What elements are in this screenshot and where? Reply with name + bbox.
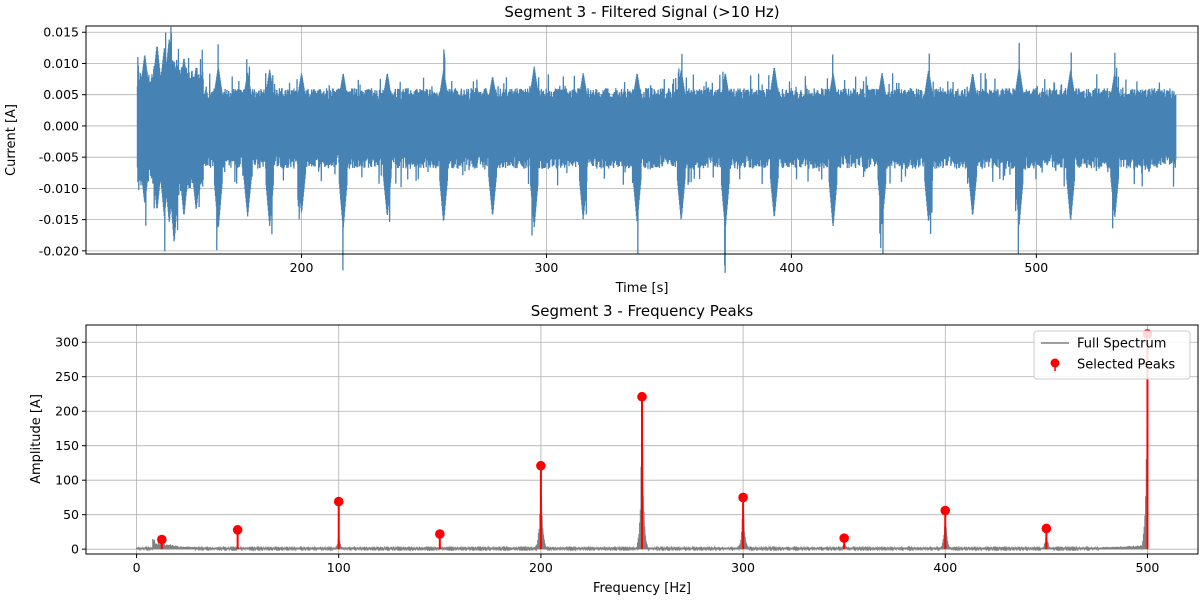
signal-ticks: 200 300 400 500 -0.020 -0.015 -0.010 -0.005 0.00… [39,25,1049,275]
c1-y-tick-label: -0.005 [39,150,79,165]
legend-box [1033,330,1191,380]
spectrum-axes-frame [85,324,1199,555]
signal-chart-title: Segment 3 - Filtered Signal (>10 Hz) [504,3,779,21]
c2-y-tick-label: 0 [71,542,79,557]
c1-x-tick-label: 300 [535,260,559,275]
signal-chart: 200 300 400 500 -0.020 -0.015 -0.010 -0.005 0.00… [4,3,1199,296]
selected-peak-marker [157,534,167,545]
c2-y-tick-label: 200 [55,404,79,419]
c1-x-tick-label: 200 [290,260,314,275]
legend-full-spectrum-label: Full Spectrum [1077,337,1166,352]
c1-y-tick-label: -0.015 [39,212,79,227]
signal-y-axis-label: Current [A] [4,104,19,176]
selected-peak-marker [738,492,748,503]
c1-y-tick-label: 0.010 [43,56,79,71]
c1-y-tick-label: 0.005 [43,87,79,102]
spectrum-y-axis-label: Amplitude [A] [29,394,44,484]
signal-axes-frame [85,25,1199,255]
c2-y-tick-label: 50 [63,507,79,522]
signal-x-axis-label: Time [s] [615,281,669,296]
c1-y-tick-label: -0.020 [39,243,79,258]
c2-x-tick-label: 400 [933,560,957,575]
selected-peak-marker [1041,523,1052,534]
spectrum-x-axis-label: Frequency [Hz] [593,581,691,596]
spectrum-plot [135,329,1153,552]
selected-peak-marker [232,525,243,535]
signal-trace [136,26,1177,273]
selected-peak-marker [637,391,647,402]
spectrum-chart: 0 100 200 300 400 500 0 50 100 150 200 250 300 Segme… [29,302,1199,596]
spectrum-ticks: 0 100 200 300 400 500 0 50 100 150 200 250 300 [55,335,1159,575]
c2-x-tick-label: 0 [133,560,141,575]
selected-peak-marker [333,496,344,507]
c2-x-tick-label: 200 [529,560,553,575]
c2-y-tick-label: 300 [55,335,79,350]
c1-y-tick-label: 0.015 [43,25,79,40]
c2-x-tick-label: 300 [731,560,755,575]
c2-y-tick-label: 100 [55,473,79,488]
c2-x-tick-label: 500 [1136,560,1160,575]
legend-selected-peaks-marker [1050,358,1060,368]
signal-line [136,26,1177,273]
c2-y-tick-label: 150 [55,438,79,453]
selected-peak-marker [839,533,849,543]
selected-peak-marker [940,505,951,516]
c1-x-tick-label: 400 [779,260,803,275]
c1-y-tick-label: 0.000 [43,118,79,133]
c1-y-tick-label: -0.010 [39,181,79,196]
selected-peak-marker [435,529,445,539]
spectrum-chart-title: Segment 3 - Frequency Peaks [531,302,754,320]
c2-x-tick-label: 100 [327,560,351,575]
c1-x-tick-label: 500 [1024,260,1048,275]
legend-selected-peaks-label: Selected Peaks [1077,358,1175,373]
selected-peak-marker [536,460,546,471]
legend: Full Spectrum Selected Peaks [1033,330,1191,380]
c2-y-tick-label: 250 [55,369,79,384]
